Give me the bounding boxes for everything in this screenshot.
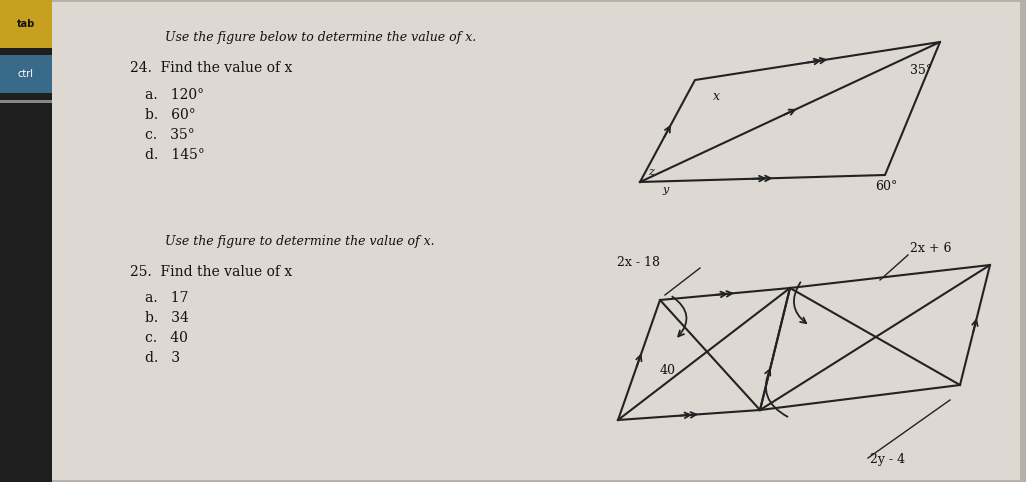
Text: d.   3: d. 3 bbox=[145, 351, 181, 365]
Text: 35°: 35° bbox=[910, 64, 933, 77]
Text: c.   40: c. 40 bbox=[145, 331, 188, 345]
FancyBboxPatch shape bbox=[0, 0, 52, 48]
Text: y: y bbox=[662, 185, 668, 195]
FancyBboxPatch shape bbox=[50, 2, 1020, 480]
FancyBboxPatch shape bbox=[0, 100, 52, 103]
Text: 2x - 18: 2x - 18 bbox=[617, 255, 660, 268]
Text: 2y - 4: 2y - 4 bbox=[870, 454, 905, 467]
Text: ctrl: ctrl bbox=[18, 69, 34, 79]
Text: x: x bbox=[713, 90, 720, 103]
Text: 40: 40 bbox=[660, 363, 676, 376]
Text: tab: tab bbox=[16, 19, 35, 29]
Text: b.   34: b. 34 bbox=[145, 311, 189, 325]
Text: c.   35°: c. 35° bbox=[145, 128, 195, 142]
Text: Use the figure below to determine the value of x.: Use the figure below to determine the va… bbox=[165, 31, 476, 44]
Text: a.   17: a. 17 bbox=[145, 291, 189, 305]
Text: 60°: 60° bbox=[875, 180, 898, 193]
Text: a.   120°: a. 120° bbox=[145, 88, 204, 102]
Text: 2x + 6: 2x + 6 bbox=[910, 241, 951, 254]
Text: d.   145°: d. 145° bbox=[145, 148, 205, 162]
Text: z: z bbox=[648, 167, 654, 177]
Text: 25.  Find the value of x: 25. Find the value of x bbox=[130, 265, 292, 279]
FancyBboxPatch shape bbox=[0, 55, 52, 93]
Text: Use the figure to determine the value of x.: Use the figure to determine the value of… bbox=[165, 236, 435, 249]
FancyBboxPatch shape bbox=[0, 0, 52, 482]
Text: 24.  Find the value of x: 24. Find the value of x bbox=[130, 61, 292, 75]
Text: b.   60°: b. 60° bbox=[145, 108, 196, 122]
